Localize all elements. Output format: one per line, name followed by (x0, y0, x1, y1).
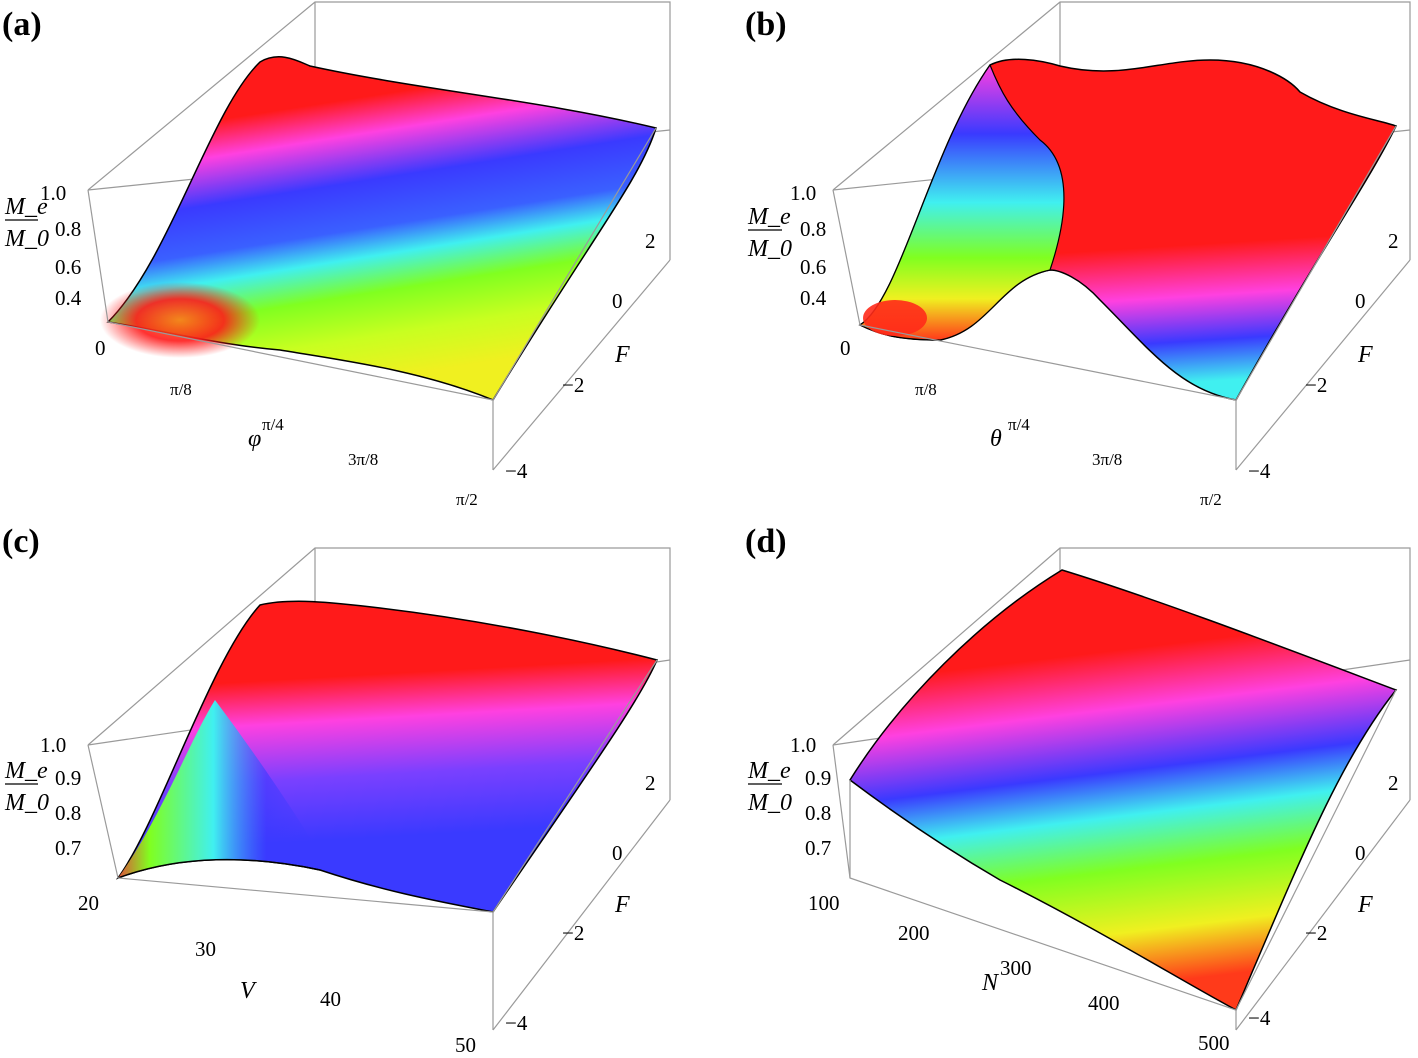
panel-a-box-back (87, 1, 671, 191)
panel-b-y-tick-1: −2 (1305, 373, 1327, 397)
panel-c-surface-left (118, 700, 330, 878)
panel-a-box-right (492, 127, 657, 401)
panel-d-x-tick-1: 200 (898, 921, 930, 945)
panel-d-y-tick-1: −2 (1305, 921, 1327, 945)
panel-c-x-tick-1: 30 (195, 937, 216, 961)
panel-b-xlabel: θ (990, 426, 1002, 452)
panel-b-surface-hotspot (863, 300, 927, 336)
panel-c-z-tick-3: 0.7 (55, 836, 81, 860)
panel-a-y-tick-1: −2 (562, 373, 584, 397)
panel-d-zlabel-den: M_0 (747, 790, 792, 816)
panel-c-zlabel-den: M_0 (4, 790, 49, 816)
panel-d-z-tick-0: 1.0 (790, 733, 816, 757)
panel-d-x-tick-4: 500 (1198, 1031, 1230, 1055)
panel-b-x-tick-3: 3π/8 (1092, 450, 1122, 469)
panel-c-z-tick-2: 0.8 (55, 801, 81, 825)
panel-b-x-tick-4: π/2 (1200, 490, 1222, 509)
panel-b-y-tick-2: 0 (1355, 289, 1366, 313)
panel-b-x-tick-0: 0 (840, 336, 851, 360)
panel-c-label: (c) (2, 523, 40, 560)
panel-a-y-tick-3: 2 (645, 229, 656, 253)
panel-b-x-tick-2: π/4 (1008, 415, 1030, 434)
panel-b-x-tick-1: π/8 (915, 380, 937, 399)
panel-c-box-back (87, 547, 671, 746)
panel-d-z-tick-1: 0.9 (805, 766, 831, 790)
panel-b-zlabel-den: M_0 (747, 236, 792, 262)
panel-c-y-tick-2: 0 (612, 841, 623, 865)
panel-c-y-tick-3: 2 (645, 771, 656, 795)
panel-c-surface-edge (117, 858, 321, 879)
panel-a-z-tick-1: 0.8 (55, 217, 81, 241)
panel-b-box-front (832, 189, 1237, 470)
panel-b: (b) 1.0 0.8 0.6 0.4 M_e M_0 0 π/8 π/4 3π… (745, 1, 1411, 509)
panel-c: (c) 1.0 0.9 0.8 0.7 M_e M_0 20 30 40 50 … (2, 523, 671, 1057)
panel-a-box-front (87, 189, 494, 470)
panel-d-box-right (1235, 689, 1397, 1011)
panel-a-x-tick-2: π/4 (262, 415, 284, 434)
panel-c-y-tick-1: −2 (562, 921, 584, 945)
panel-c-box-bottom-right (492, 799, 671, 1031)
panel-d-z-tick-3: 0.7 (805, 836, 831, 860)
panel-c-x-tick-3: 50 (455, 1033, 476, 1057)
panel-c-y-tick-0: −4 (505, 1011, 528, 1035)
panel-d-x-tick-2: 300 (1000, 956, 1032, 980)
panel-b-z-tick-0: 1.0 (790, 181, 816, 205)
panel-d-x-tick-0: 100 (808, 891, 840, 915)
panel-d: (d) 1.0 0.9 0.8 0.7 M_e M_0 100 200 300 … (745, 523, 1411, 1055)
panel-a: (a) 1.0 0.8 0.6 0.4 M_e M_0 0 π/8 π/4 3π… (2, 1, 671, 509)
panel-d-y-tick-2: 0 (1355, 841, 1366, 865)
panel-d-y-tick-3: 2 (1388, 771, 1399, 795)
panel-d-surface (848, 569, 1398, 1012)
panel-b-y-tick-3: 2 (1388, 229, 1399, 253)
panel-a-x-tick-1: π/8 (170, 380, 192, 399)
panel-c-box-right (492, 659, 658, 913)
panel-b-box-right (1235, 125, 1397, 401)
panel-d-box-bottom-right (1235, 799, 1411, 1031)
panel-c-zlabel-num: M_e (4, 758, 48, 784)
panel-a-label: (a) (2, 6, 42, 43)
panel-b-z-tick-2: 0.6 (800, 255, 826, 279)
panel-a-zlabel-num: M_e (4, 194, 48, 220)
panel-a-y-tick-0: −4 (505, 459, 528, 483)
panel-a-x-tick-0: 0 (95, 336, 106, 360)
panel-d-x-tick-3: 400 (1088, 991, 1120, 1015)
panel-c-z-tick-0: 1.0 (40, 733, 66, 757)
panel-a-z-tick-2: 0.6 (55, 255, 81, 279)
panel-a-z-tick-3: 0.4 (55, 286, 82, 310)
panel-d-box-front (832, 744, 1237, 1030)
panel-d-y-tick-0: −4 (1248, 1006, 1271, 1030)
panel-a-y-tick-2: 0 (612, 289, 623, 313)
panel-b-ylabel: F (1357, 342, 1373, 368)
panel-b-zlabel-num: M_e (747, 204, 791, 230)
panel-a-x-tick-3: 3π/8 (348, 450, 378, 469)
panel-d-ylabel: F (1357, 892, 1373, 918)
panel-b-y-tick-0: −4 (1248, 459, 1271, 483)
panel-c-z-tick-1: 0.9 (55, 766, 81, 790)
panel-a-x-tick-4: π/2 (456, 490, 478, 509)
panel-d-z-tick-2: 0.8 (805, 801, 831, 825)
panel-b-label: (b) (745, 6, 787, 43)
panel-b-surface-left (858, 63, 1065, 341)
panel-a-ylabel: F (614, 342, 630, 368)
panel-c-x-tick-2: 40 (320, 987, 341, 1011)
panel-d-label: (d) (745, 523, 787, 560)
panel-b-box-bottom-right (1235, 259, 1411, 471)
panel-a-z-tick-0: 1.0 (40, 181, 66, 205)
panel-d-box-back (832, 547, 1411, 746)
panel-c-box-front (87, 744, 494, 1030)
panel-a-zlabel-den: M_0 (4, 226, 49, 252)
panel-b-z-tick-3: 0.4 (800, 286, 827, 310)
panel-a-surface-hotspot (100, 282, 260, 358)
panel-b-z-tick-1: 0.8 (800, 217, 826, 241)
panel-c-xlabel: V (240, 978, 257, 1004)
panel-d-xlabel: N (981, 970, 1000, 996)
panel-a-box-bottom-right (492, 259, 671, 471)
panel-c-ylabel: F (614, 892, 630, 918)
panel-b-box-back (832, 1, 1411, 191)
panel-a-xlabel: φ (248, 426, 261, 452)
panel-c-x-tick-0: 20 (78, 891, 99, 915)
panel-d-zlabel-num: M_e (747, 758, 791, 784)
